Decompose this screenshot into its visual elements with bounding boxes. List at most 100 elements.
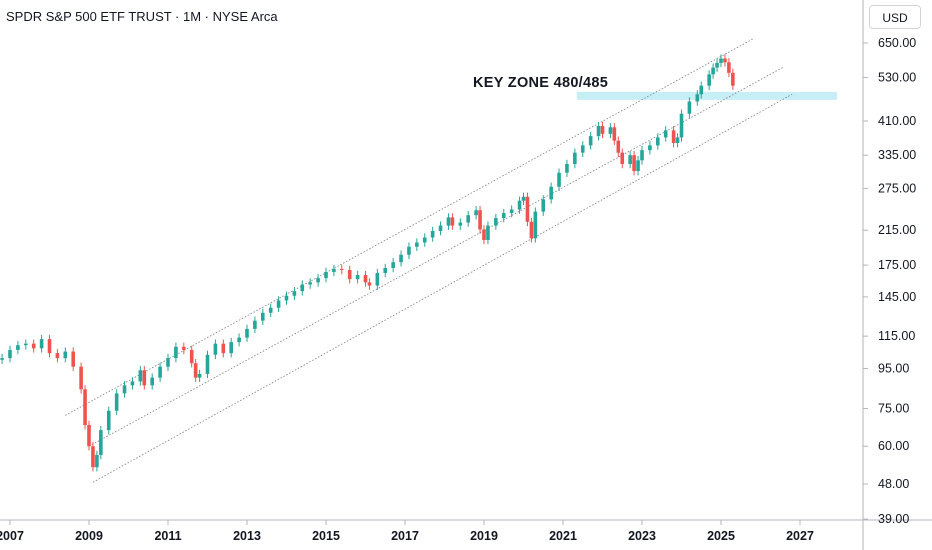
candle-body bbox=[415, 242, 419, 247]
candle-body bbox=[55, 353, 60, 359]
candle-body bbox=[391, 262, 395, 269]
candle-body bbox=[494, 218, 498, 226]
candle-body bbox=[261, 312, 265, 321]
candle-body bbox=[715, 62, 719, 68]
y-tick-label: 48.00 bbox=[878, 477, 909, 491]
candle-body bbox=[588, 136, 593, 146]
candle-body bbox=[573, 152, 577, 164]
candle-body bbox=[541, 199, 546, 212]
candle-body bbox=[565, 163, 569, 173]
candle-body bbox=[193, 363, 198, 378]
candle-body bbox=[150, 377, 154, 386]
candle-body bbox=[375, 272, 380, 286]
candle-body bbox=[731, 72, 735, 86]
channel-line bbox=[88, 66, 785, 447]
y-tick-label: 95.00 bbox=[878, 361, 909, 375]
y-tick-label: 530.00 bbox=[878, 71, 916, 85]
candle-body bbox=[509, 209, 514, 214]
candle-body bbox=[517, 200, 522, 210]
channel-line bbox=[92, 93, 793, 483]
x-tick-label: 2015 bbox=[312, 529, 340, 543]
candle-body bbox=[438, 225, 443, 232]
x-tick-label: 2017 bbox=[391, 529, 419, 543]
candle-body bbox=[138, 370, 143, 382]
candle-body bbox=[533, 211, 538, 239]
candle-body bbox=[663, 130, 668, 138]
candle-body bbox=[142, 370, 147, 386]
candle-body bbox=[521, 196, 526, 201]
candle-body bbox=[640, 150, 644, 161]
candle-body bbox=[205, 354, 210, 374]
zone-layer bbox=[576, 91, 837, 100]
candle-body bbox=[399, 254, 403, 263]
candle-body bbox=[699, 85, 704, 95]
candle-body bbox=[367, 282, 372, 286]
y-tick-label: 650.00 bbox=[878, 36, 916, 50]
candle-body bbox=[8, 349, 12, 359]
candle-body bbox=[430, 231, 435, 238]
y-tick-label: 115.00 bbox=[878, 329, 915, 343]
x-tick-label: 2013 bbox=[233, 529, 261, 543]
candle-body bbox=[0, 358, 4, 360]
candle-body bbox=[347, 269, 352, 280]
candle-body bbox=[237, 337, 241, 343]
candle-body bbox=[300, 284, 305, 292]
candle-body bbox=[458, 222, 463, 226]
candle-body bbox=[501, 213, 506, 219]
candle-body bbox=[292, 291, 297, 296]
y-tick-label: 39.00 bbox=[878, 512, 909, 526]
x-tick-label: 2011 bbox=[154, 529, 181, 543]
y-tick-label: 215.00 bbox=[878, 223, 916, 237]
x-tick-label: 2019 bbox=[470, 529, 498, 543]
candle-body bbox=[446, 217, 451, 226]
x-tick-label: 2027 bbox=[786, 529, 814, 543]
candle-body bbox=[324, 271, 328, 279]
key-zone-rect bbox=[576, 91, 837, 100]
candle-body bbox=[608, 127, 613, 134]
candle-body bbox=[332, 268, 336, 272]
zone-label: KEY ZONE 480/485 bbox=[473, 75, 609, 91]
candle-body bbox=[727, 62, 731, 73]
candle-body bbox=[158, 366, 162, 378]
candle-body bbox=[31, 343, 36, 349]
candle-body bbox=[363, 275, 368, 283]
candle-body bbox=[628, 155, 632, 164]
candle-body bbox=[166, 358, 170, 367]
candle-body bbox=[87, 425, 91, 447]
candle-body bbox=[284, 295, 289, 301]
candle-body bbox=[268, 307, 273, 313]
y-tick-label: 275.00 bbox=[878, 182, 916, 196]
candle-body bbox=[229, 342, 233, 354]
candle-body bbox=[596, 126, 601, 137]
candle-body bbox=[695, 94, 700, 102]
candle-body bbox=[648, 145, 652, 151]
candle-body bbox=[16, 345, 20, 350]
candle-body bbox=[450, 217, 455, 226]
candle-body bbox=[114, 393, 119, 411]
candle-body bbox=[407, 246, 411, 255]
candle-body bbox=[482, 229, 486, 240]
candle-body bbox=[174, 346, 178, 359]
currency-button[interactable]: USD bbox=[869, 5, 921, 29]
candle-body bbox=[719, 58, 723, 63]
candle-body bbox=[99, 430, 103, 455]
y-tick-label: 75.00 bbox=[878, 401, 909, 415]
candle-body bbox=[656, 137, 660, 146]
candle-body bbox=[383, 268, 388, 273]
candle-body bbox=[189, 349, 194, 364]
candle-body bbox=[47, 339, 52, 354]
x-tick-label: 2025 bbox=[707, 529, 735, 543]
candle-body bbox=[557, 172, 561, 187]
candle-body bbox=[39, 339, 44, 349]
candle-body bbox=[687, 101, 692, 114]
candle-body bbox=[276, 300, 281, 308]
candle-body bbox=[675, 137, 680, 143]
candle-body bbox=[549, 186, 553, 200]
candle-body bbox=[525, 196, 530, 222]
candle-body bbox=[91, 446, 95, 468]
candle-body bbox=[355, 275, 360, 280]
candle-body bbox=[636, 160, 640, 172]
x-tick-label: 2021 bbox=[549, 529, 577, 543]
